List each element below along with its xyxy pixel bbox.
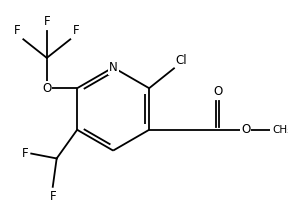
Text: F: F — [73, 24, 79, 37]
Text: O: O — [42, 82, 52, 95]
Text: F: F — [14, 24, 21, 37]
Text: CH₃: CH₃ — [272, 125, 288, 135]
Text: N: N — [109, 61, 118, 74]
Text: F: F — [43, 15, 50, 28]
Text: O: O — [213, 85, 222, 99]
Text: F: F — [50, 190, 56, 203]
Text: F: F — [22, 147, 28, 160]
Text: Cl: Cl — [175, 54, 187, 67]
Text: O: O — [241, 123, 250, 136]
